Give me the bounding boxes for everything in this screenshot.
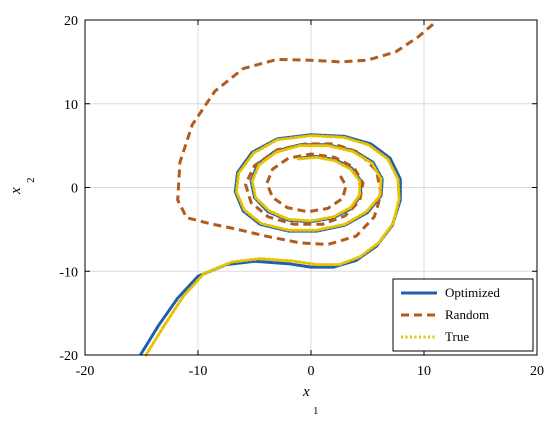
x-tick-label: 0 — [308, 364, 315, 379]
y-tick-label: -10 — [59, 265, 78, 280]
y-axis-label: x — [8, 187, 24, 195]
legend-label-optimized: Optimized — [445, 285, 500, 300]
series-line-random — [176, 23, 434, 246]
x-tick-label: -10 — [189, 364, 208, 379]
series-line-true — [144, 134, 401, 357]
series-line-optimized — [139, 133, 402, 356]
legend-label-true: True — [445, 329, 469, 344]
axis-ticks: -20 -10 0 10 20 -20 -10 0 10 20 — [59, 14, 544, 379]
legend-label-random: Random — [445, 307, 489, 322]
x-tick-label: -20 — [76, 364, 95, 379]
y-tick-label: 20 — [64, 14, 78, 29]
y-tick-label: 10 — [64, 98, 78, 113]
y-axis-label-subscript: 2 — [25, 178, 37, 184]
legend: Optimized Random True — [392, 278, 534, 352]
y-tick-label: 0 — [71, 182, 78, 197]
x-axis-label: x — [302, 384, 310, 400]
y-tick-label: -20 — [59, 349, 78, 364]
x-tick-label: 10 — [417, 364, 431, 379]
x-tick-label: 20 — [530, 364, 544, 379]
x-axis-label-subscript: 1 — [313, 405, 319, 417]
series-lines — [139, 23, 434, 357]
